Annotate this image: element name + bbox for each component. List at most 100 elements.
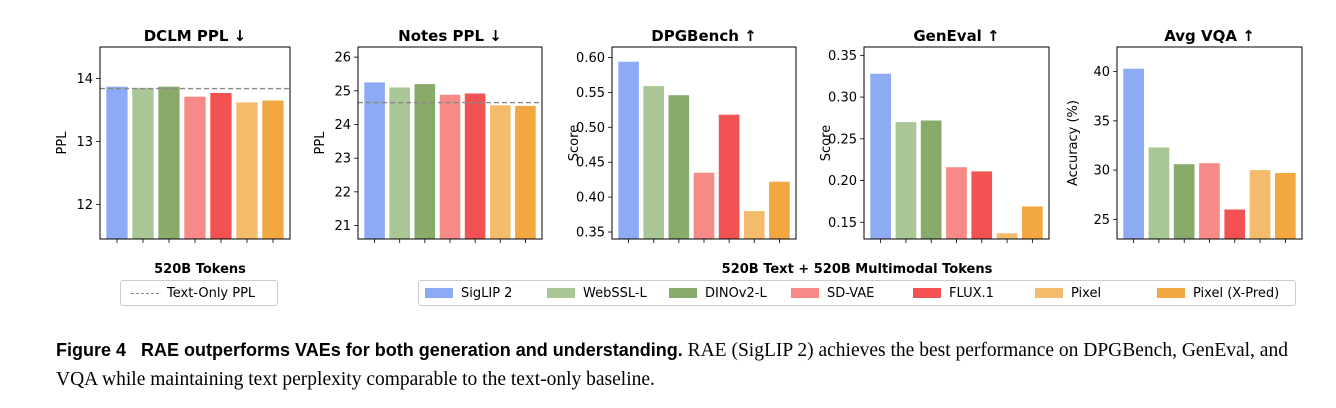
plot-frame — [611, 46, 797, 240]
legend-right: SigLIP 2 WebSSL-L DINOv2-L SD-VAE FLUX.1 Pixe… — [418, 280, 1296, 306]
bar-siglip-2 — [1123, 68, 1144, 239]
legend-label: Pixel — [1071, 285, 1102, 301]
bar-pixel — [744, 211, 765, 239]
y-tick-label: 23 — [334, 152, 351, 167]
bar-pixel-x-pred- — [515, 105, 536, 240]
dashed-line-icon — [131, 292, 159, 294]
bar-webssl-l — [132, 87, 154, 240]
chart-panel-4: 0.15 0.20 0.25 0.30 0.35 GenEval ↑ Score — [819, 27, 1050, 243]
y-tick-label: 26 — [334, 51, 351, 66]
y-tick-label: 13 — [76, 135, 93, 150]
chart-title: Notes PPL ↓ — [398, 27, 502, 45]
y-axis-label: Score — [567, 125, 582, 161]
y-tick-label: 24 — [334, 118, 351, 133]
legend-item-flux-1: FLUX.1 — [913, 281, 994, 305]
y-tick-label: 35 — [1093, 114, 1110, 129]
bar-flux-1 — [464, 93, 486, 239]
bar-dinov2-l — [920, 120, 942, 239]
bar-webssl-l — [389, 87, 410, 240]
chart-title: GenEval ↑ — [913, 27, 999, 45]
y-tick-label: 0.35 — [576, 226, 605, 241]
y-tick-label: 0.45 — [576, 156, 605, 171]
bar-pixel — [236, 102, 258, 240]
bar-webssl-l — [895, 122, 917, 239]
y-axis-label: Score — [819, 125, 834, 161]
chart-title: Avg VQA ↑ — [1164, 27, 1255, 45]
bar-sd-vae — [693, 172, 715, 239]
legend-label: SigLIP 2 — [461, 285, 513, 301]
bar-siglip-2 — [870, 73, 891, 239]
legend-item-siglip-2: SigLIP 2 — [425, 281, 512, 305]
y-tick-label: 0.15 — [828, 216, 857, 231]
chart-panel-5: 25 30 35 40 Avg VQA ↑ Accuracy (%) — [1066, 27, 1303, 243]
bar-flux-1 — [210, 93, 232, 239]
legend-swatch — [1157, 288, 1185, 298]
bar-dinov2-l — [668, 95, 690, 239]
y-tick-label: 0.60 — [576, 51, 605, 66]
bar-sd-vae — [439, 94, 461, 239]
bar-dinov2-l — [1173, 164, 1195, 239]
y-axis-label: PPL — [313, 131, 328, 155]
legend-item-pixel-x-pred-: Pixel (X-Pred) — [1157, 281, 1279, 305]
bar-flux-1 — [718, 114, 740, 239]
legend-label: FLUX.1 — [949, 285, 994, 301]
bar-webssl-l — [1148, 147, 1170, 239]
bar-sd-vae — [946, 167, 967, 239]
legend-swatch — [547, 288, 575, 298]
y-tick-label: 0.40 — [576, 191, 605, 206]
y-tick-label: 0.35 — [828, 49, 857, 64]
bar-flux-1 — [1224, 209, 1246, 239]
bar-sd-vae — [1199, 163, 1220, 239]
y-tick-label: 30 — [1093, 164, 1110, 179]
bar-webssl-l — [643, 86, 664, 239]
y-tick-label: 14 — [76, 72, 93, 87]
legend-label: WebSSL-L — [583, 285, 647, 301]
plot-frame — [863, 46, 1050, 240]
y-tick-label: 25 — [1093, 213, 1110, 228]
chart-title: DPGBench ↑ — [651, 27, 756, 45]
y-tick-label: 25 — [334, 84, 351, 99]
legend-label: Pixel (X-Pred) — [1193, 285, 1280, 301]
bar-flux-1 — [971, 171, 993, 239]
plot-frame — [99, 46, 291, 240]
y-tick-label: 0.50 — [576, 121, 605, 136]
legend-swatch — [1035, 288, 1063, 298]
y-tick-label: 0.20 — [828, 174, 857, 189]
y-axis-label: PPL — [55, 131, 70, 155]
y-tick-label: 40 — [1093, 65, 1110, 80]
chart-panel-1: 12 13 14 DCLM PPL ↓ PPL — [55, 27, 291, 243]
caption-bold-text: RAE outperforms VAEs for both generation… — [141, 340, 683, 360]
figure-caption: Figure 4 RAE outperforms VAEs for both g… — [56, 336, 1316, 394]
y-tick-label: 21 — [334, 219, 351, 234]
bar-siglip-2 — [618, 61, 639, 240]
y-tick-label: 0.25 — [828, 132, 857, 147]
legend-swatch — [913, 288, 941, 298]
chart-panel-3: 0.35 0.40 0.45 0.50 0.55 0.60 DPGBench ↑ Score — [567, 27, 797, 243]
bar-siglip-2 — [364, 82, 385, 240]
caption-label: Figure 4 — [56, 340, 127, 360]
y-tick-label: 0.55 — [576, 86, 605, 101]
y-tick-label: 22 — [334, 185, 351, 200]
bar-siglip-2 — [106, 86, 128, 239]
legend-item-dinov2-l: DINOv2-L — [669, 281, 767, 305]
bar-dinov2-l — [158, 86, 180, 239]
bar-dinov2-l — [414, 84, 436, 239]
y-axis-label: Accuracy (%) — [1066, 100, 1081, 186]
bar-pixel — [1249, 170, 1271, 239]
legend-swatch — [669, 288, 697, 298]
caption-text: RAE (SigLIP 2) achieves the best perform… — [56, 340, 1288, 390]
legend-label: DINOv2-L — [705, 285, 767, 301]
legend-right-title: 520B Text + 520B Multimodal Tokens — [721, 262, 993, 277]
bar-pixel-x-pred- — [769, 181, 790, 239]
plot-frame — [357, 46, 543, 240]
plot-frame — [1116, 46, 1303, 240]
legend-item-text-only-ppl: Text-Only PPL — [131, 281, 255, 305]
bar-pixel — [996, 233, 1018, 239]
chart-title: DCLM PPL ↓ — [144, 27, 247, 45]
bar-sd-vae — [184, 96, 206, 239]
y-tick-label: 12 — [76, 198, 93, 213]
legend-swatch — [791, 288, 819, 298]
bar-pixel — [490, 105, 511, 239]
legend-label: SD-VAE — [827, 285, 875, 301]
